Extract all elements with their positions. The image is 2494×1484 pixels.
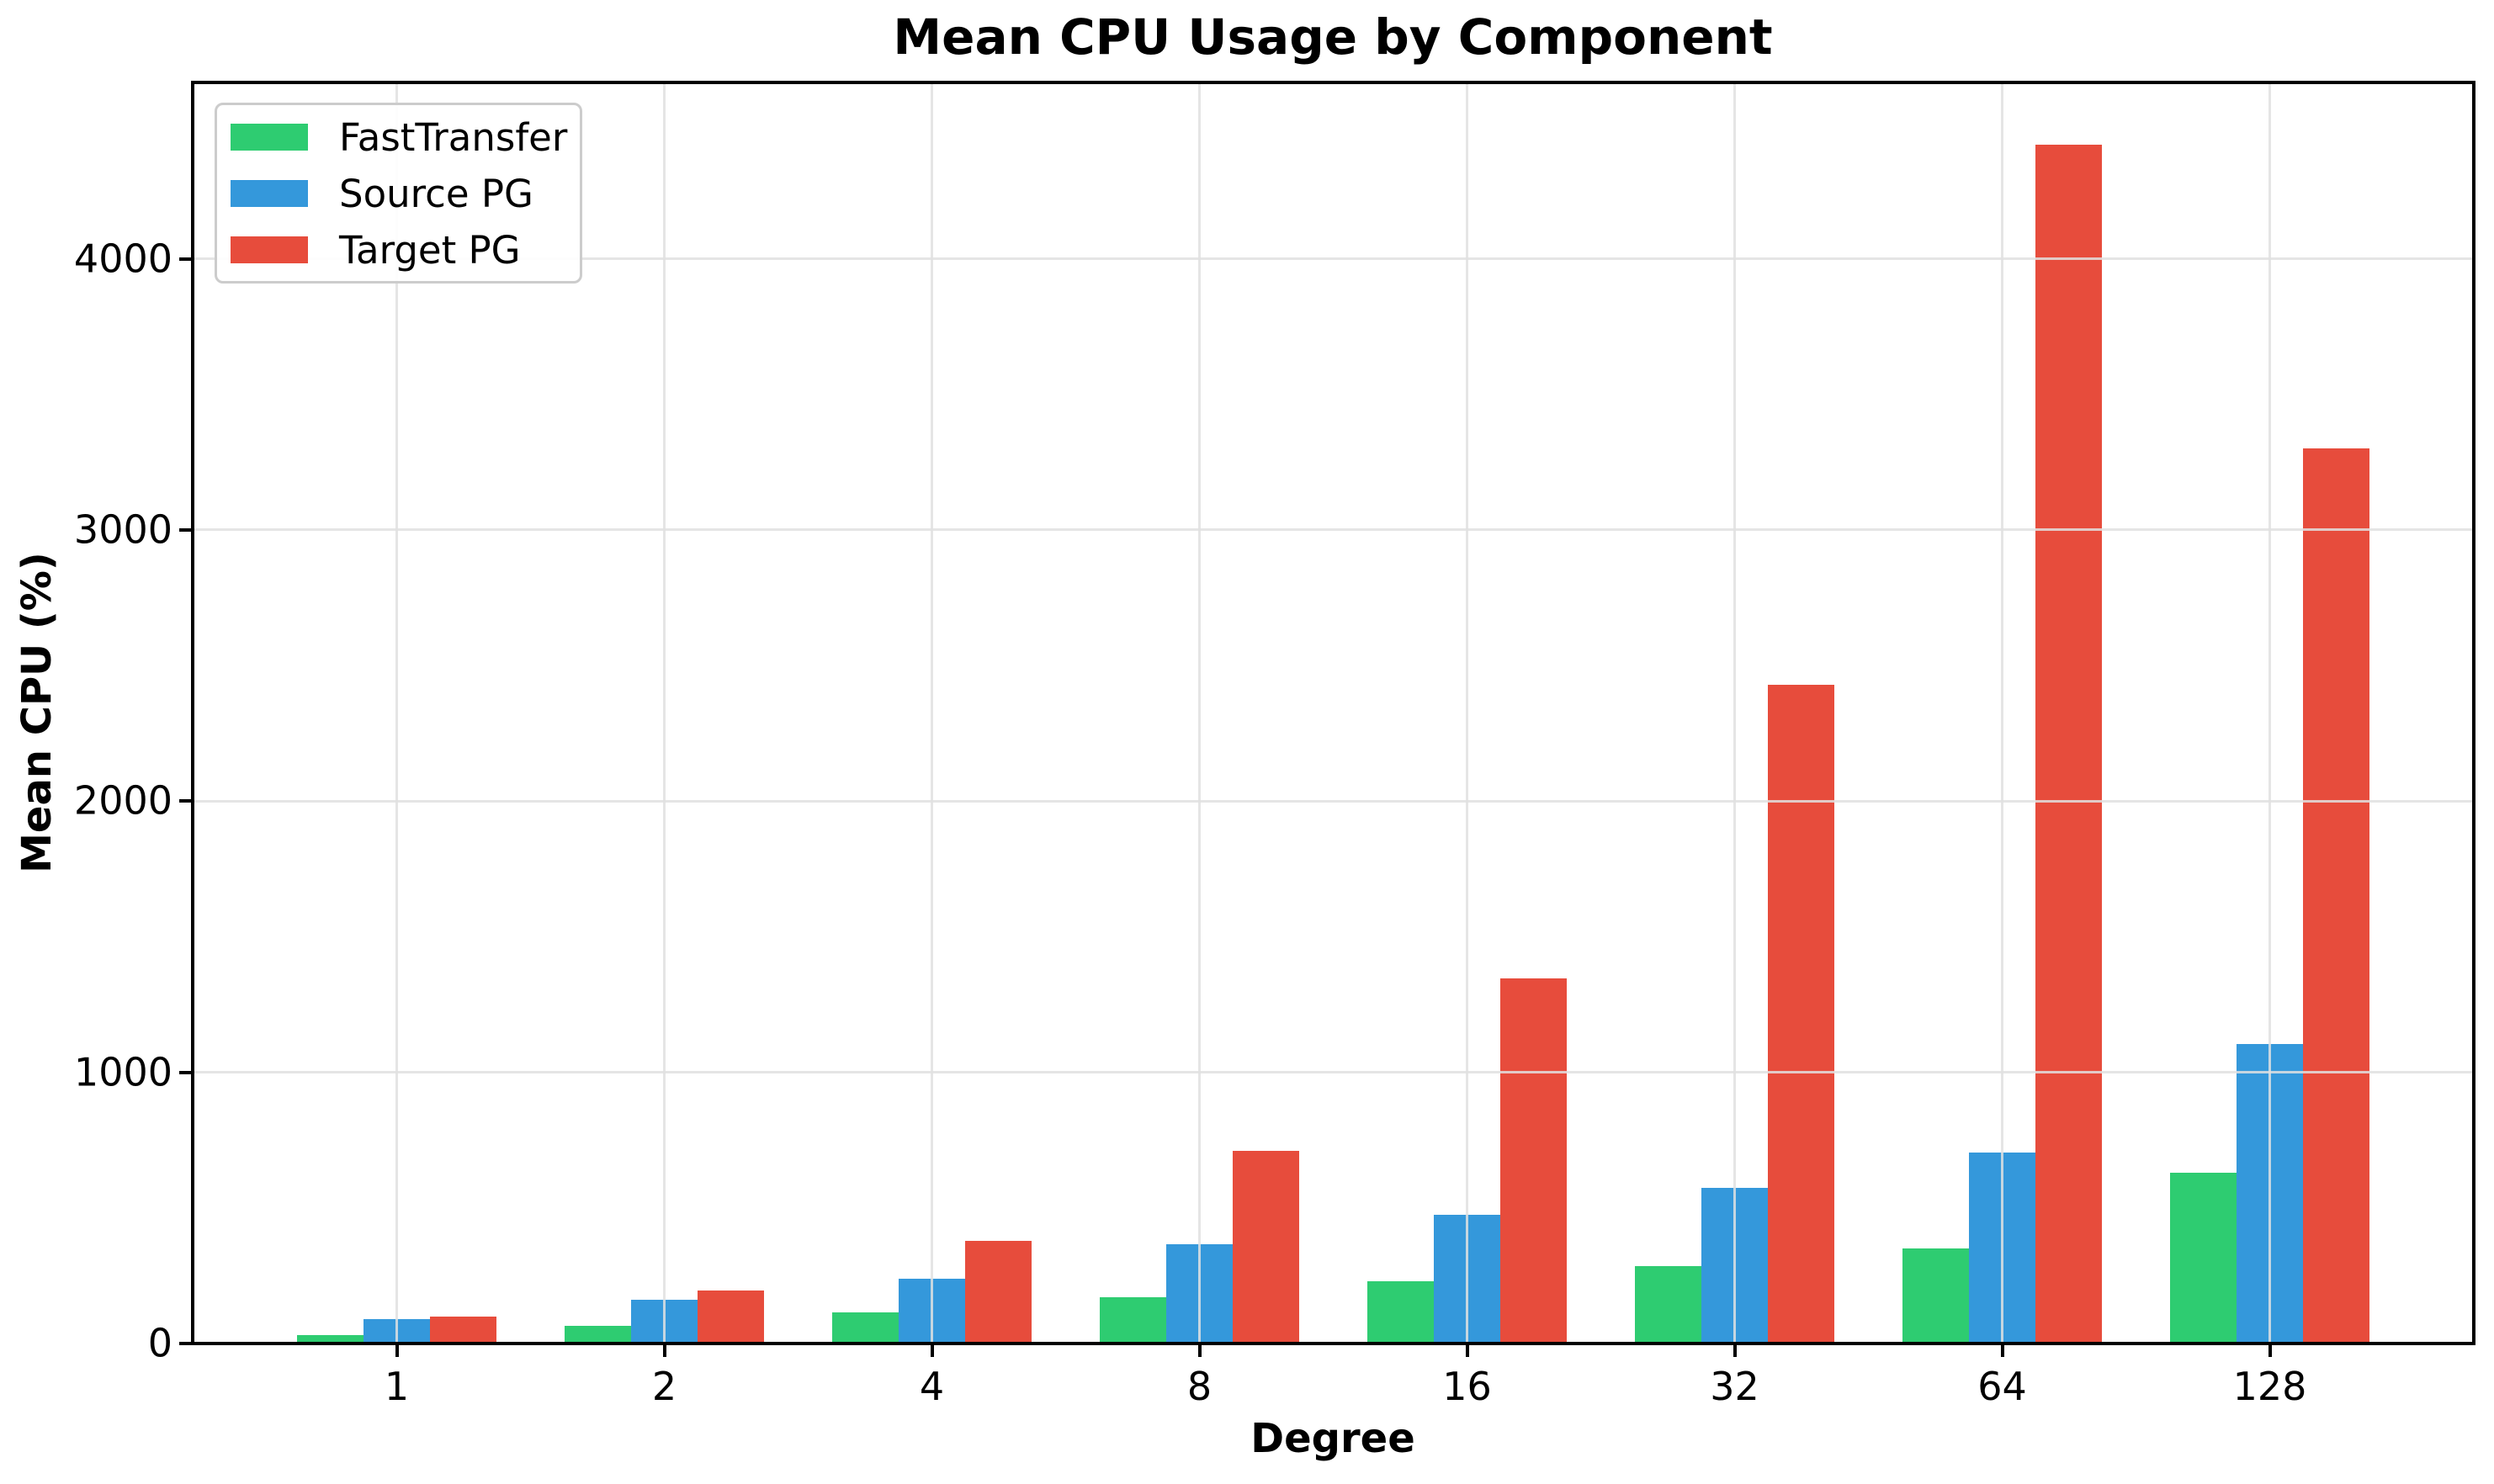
x-tick-label-4: 4 xyxy=(919,1364,945,1409)
bar-target-pg-32 xyxy=(1768,684,1834,1344)
v-gridline-8 xyxy=(1198,82,1201,1344)
chart-title: Mean CPU Usage by Component xyxy=(893,8,1773,66)
axis-spine-right xyxy=(2472,81,2475,1345)
bar-target-pg-4 xyxy=(965,1240,1032,1344)
y-tick-3000 xyxy=(179,527,191,532)
v-gridline-16 xyxy=(1466,82,1468,1344)
bar-target-pg-64 xyxy=(2035,145,2102,1344)
v-gridline-2 xyxy=(663,82,666,1344)
legend-swatch-fasttransfer xyxy=(231,124,308,151)
legend-item-source-pg: Source PG xyxy=(231,175,580,213)
h-gridline-2000 xyxy=(193,799,2474,803)
y-tick-0 xyxy=(179,1342,191,1345)
y-tick-1000 xyxy=(179,1070,191,1074)
x-tick-label-8: 8 xyxy=(1186,1364,1213,1409)
v-gridline-32 xyxy=(1733,82,1736,1344)
x-tick-8 xyxy=(1197,1345,1202,1357)
x-tick-label-128: 128 xyxy=(2232,1364,2307,1409)
v-gridline-1 xyxy=(395,82,398,1344)
bar-target-pg-2 xyxy=(698,1291,764,1344)
legend-swatch-target-pg xyxy=(231,236,308,263)
axis-spine-left xyxy=(191,81,194,1345)
bar-fasttransfer-64 xyxy=(1902,1248,1969,1344)
v-gridline-128 xyxy=(2268,82,2271,1344)
axis-spine-bottom xyxy=(191,1342,2475,1345)
legend-item-fasttransfer: FastTransfer xyxy=(231,119,580,156)
x-tick-4 xyxy=(930,1345,934,1357)
bar-target-pg-16 xyxy=(1500,978,1567,1344)
x-tick-1 xyxy=(395,1345,399,1357)
v-gridline-64 xyxy=(2001,82,2003,1344)
x-tick-128 xyxy=(2268,1345,2272,1357)
y-tick-label-2000: 2000 xyxy=(73,777,172,824)
y-tick-label-3000: 3000 xyxy=(73,506,172,553)
bar-target-pg-1 xyxy=(430,1316,496,1344)
bar-fasttransfer-128 xyxy=(2170,1172,2237,1344)
bar-fasttransfer-8 xyxy=(1100,1297,1166,1344)
x-tick-2 xyxy=(662,1345,666,1357)
legend-label-target-pg: Target PG xyxy=(339,227,521,273)
x-tick-16 xyxy=(1465,1345,1469,1357)
y-axis-label: Mean CPU (%) xyxy=(13,552,61,873)
legend-swatch-source-pg xyxy=(231,180,308,207)
x-tick-64 xyxy=(2000,1345,2004,1357)
y-tick-label-0: 0 xyxy=(147,1320,172,1366)
y-tick-2000 xyxy=(179,799,191,803)
bar-target-pg-8 xyxy=(1233,1151,1299,1344)
bar-fasttransfer-1 xyxy=(297,1335,363,1344)
legend-label-fasttransfer: FastTransfer xyxy=(339,114,568,160)
plot-area xyxy=(191,81,2475,1345)
h-gridline-3000 xyxy=(193,528,2474,532)
x-tick-label-1: 1 xyxy=(384,1364,410,1409)
h-gridline-4000 xyxy=(193,257,2474,261)
bar-fasttransfer-16 xyxy=(1367,1280,1434,1344)
axis-spine-top xyxy=(191,81,2475,84)
bar-fasttransfer-4 xyxy=(832,1312,899,1344)
x-tick-label-16: 16 xyxy=(1442,1364,1492,1409)
x-axis-label: Degree xyxy=(1250,1415,1415,1462)
x-tick-label-64: 64 xyxy=(1977,1364,2027,1409)
x-tick-32 xyxy=(1733,1345,1737,1357)
bar-fasttransfer-2 xyxy=(565,1326,631,1344)
bar-fasttransfer-32 xyxy=(1635,1266,1701,1344)
h-gridline-1000 xyxy=(193,1071,2474,1074)
x-tick-label-2: 2 xyxy=(651,1364,677,1409)
legend-item-target-pg: Target PG xyxy=(231,231,580,269)
legend: FastTransfer Source PG Target PG xyxy=(215,103,582,284)
bar-target-pg-128 xyxy=(2303,448,2369,1344)
v-gridline-4 xyxy=(931,82,933,1344)
y-tick-label-4000: 4000 xyxy=(73,236,172,282)
y-tick-4000 xyxy=(179,257,191,261)
y-tick-label-1000: 1000 xyxy=(73,1049,172,1095)
legend-label-source-pg: Source PG xyxy=(339,171,533,216)
x-tick-label-32: 32 xyxy=(1710,1364,1759,1409)
